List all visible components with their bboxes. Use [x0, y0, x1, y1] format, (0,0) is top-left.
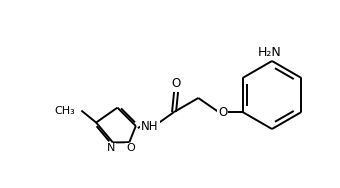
Text: N: N — [107, 143, 115, 153]
Text: O: O — [218, 105, 227, 118]
Text: O: O — [126, 143, 135, 153]
Text: O: O — [171, 77, 181, 90]
Text: NH: NH — [141, 120, 158, 133]
Text: CH₃: CH₃ — [55, 105, 75, 116]
Text: H₂N: H₂N — [258, 46, 282, 59]
